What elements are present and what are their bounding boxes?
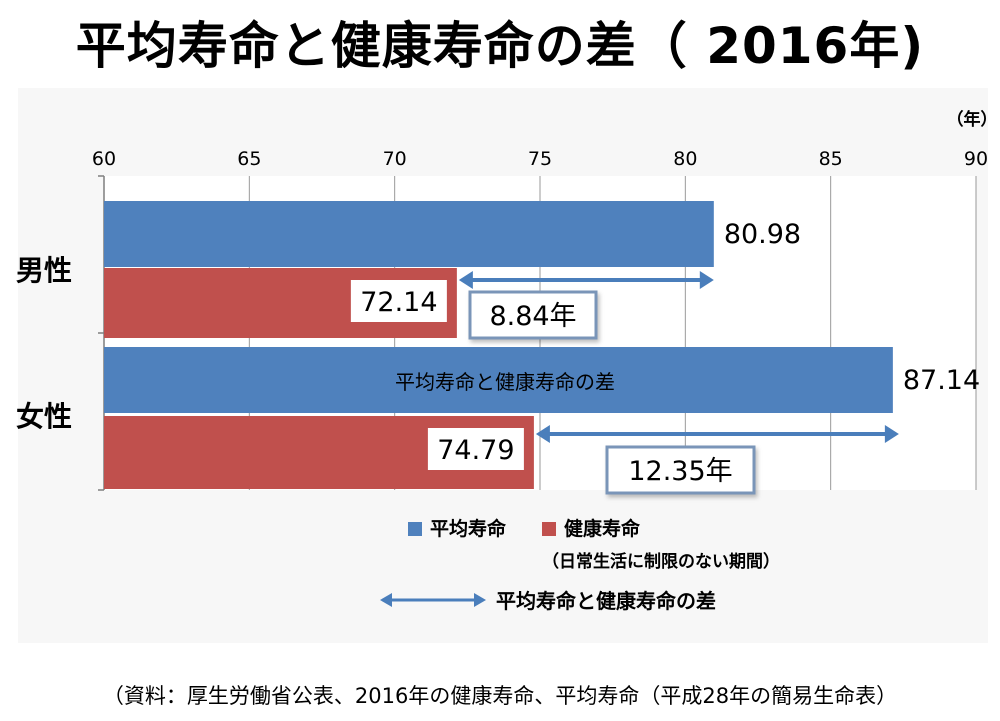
category-label: 女性 [16, 400, 72, 433]
bar-life-expectancy [104, 347, 893, 413]
data-label: 87.14 [903, 365, 980, 396]
x-tick-label: 85 [819, 148, 843, 170]
legend-label: 平均寿命 [430, 517, 507, 540]
source-note: （資料：厚生労働省公表、2016年の健康寿命、平均寿命（平成28年の簡易生命表） [102, 684, 898, 708]
gap-arrow-head [458, 271, 473, 289]
x-tick-label: 65 [237, 148, 261, 170]
legend-arrow-head [380, 593, 392, 607]
data-label: 80.98 [724, 219, 801, 250]
legend-swatch-healthy-life [542, 522, 556, 536]
legend-arrow-head [474, 593, 486, 607]
bar-annotation: 平均寿命と健康寿命の差 [395, 370, 615, 394]
legend-note: （日常生活に制限のない期間） [542, 551, 780, 572]
data-label-box [350, 280, 447, 322]
data-label-box [427, 428, 524, 470]
page-title: 平均寿命と健康寿命の差（ 2016年) [75, 17, 925, 75]
bar-life-expectancy [104, 201, 714, 267]
legend-label: 健康寿命 [564, 517, 641, 540]
x-tick-label: 75 [528, 148, 552, 170]
x-tick-label: 70 [383, 148, 407, 170]
gap-arrow-head [535, 425, 550, 443]
gap-label: 8.84年 [489, 301, 576, 332]
gap-label-box [468, 290, 598, 340]
gap-arrow-head [884, 425, 899, 443]
gap-label-box [605, 445, 756, 495]
x-tick-label: 60 [92, 148, 116, 170]
x-tick-label: 80 [673, 148, 697, 170]
legend-swatch-life-expectancy [408, 522, 422, 536]
data-label: 72.14 [360, 287, 437, 318]
data-label: 74.79 [437, 435, 514, 466]
legend-arrow-label: 平均寿命と健康寿命の差 [496, 589, 716, 613]
category-label: 男性 [16, 254, 72, 287]
unit-label: （年） [947, 109, 998, 130]
gap-arrow-head [699, 271, 714, 289]
x-tick-label: 90 [964, 148, 988, 170]
gap-label: 12.35年 [628, 456, 732, 487]
